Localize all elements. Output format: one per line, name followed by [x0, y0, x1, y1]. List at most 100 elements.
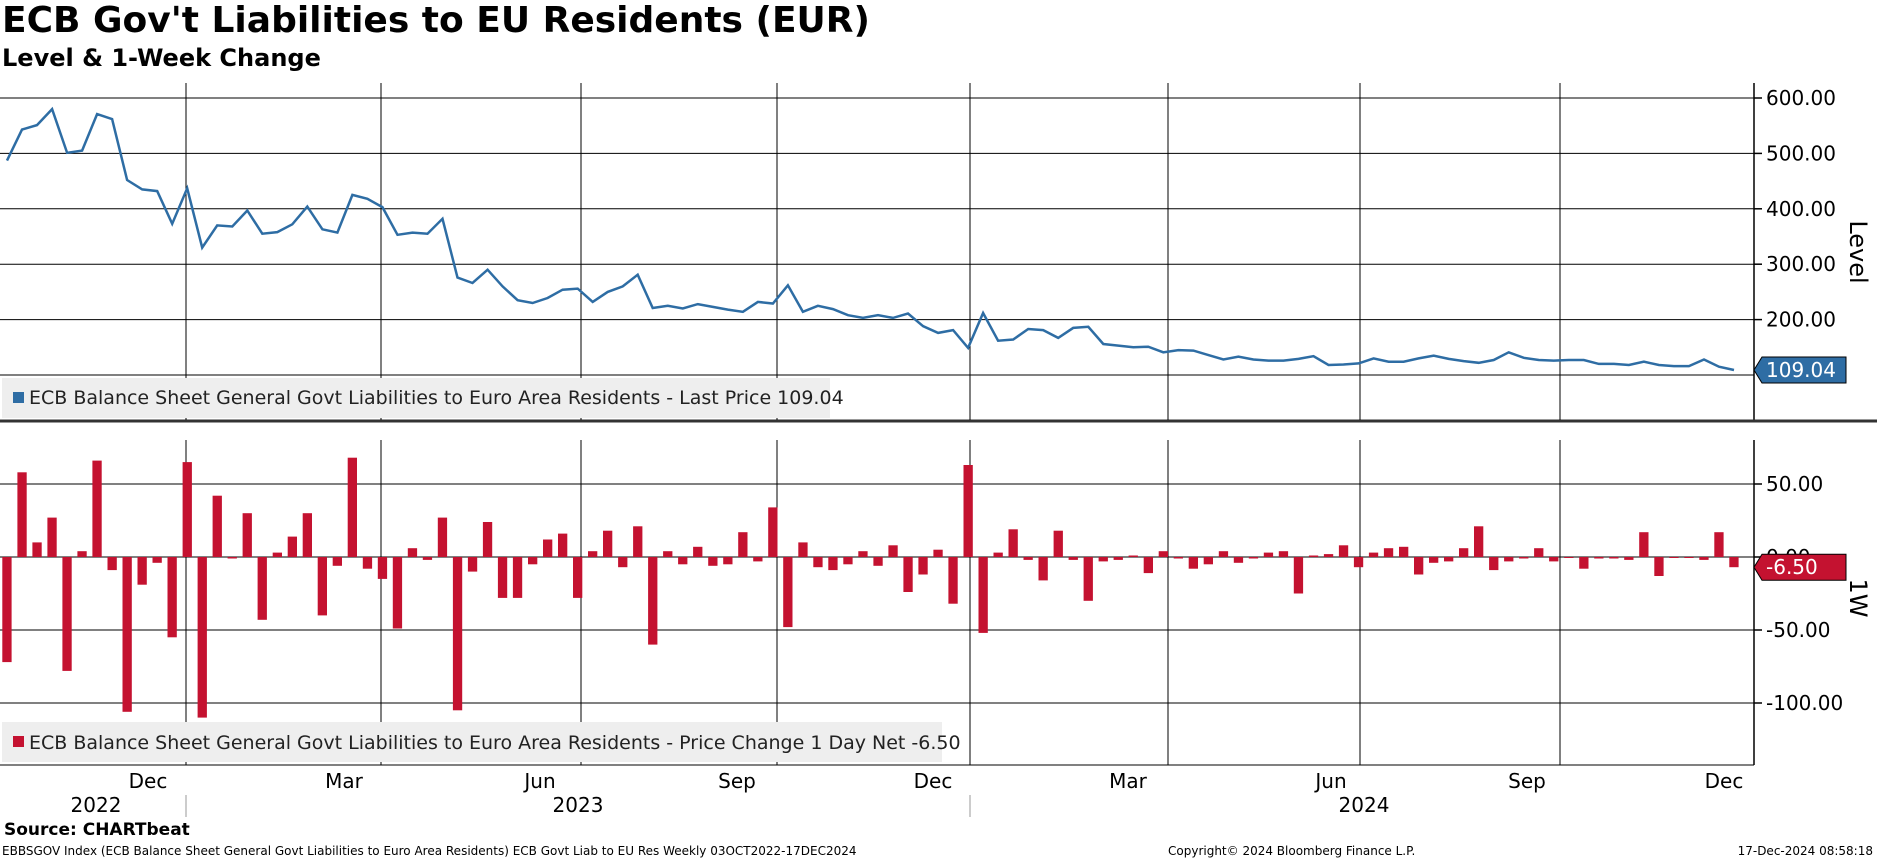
footer: Source: CHARTbeat EBBSGOV Index (ECB Bal… [2, 820, 1873, 858]
change-bar [1534, 548, 1544, 557]
change-bar [1263, 552, 1274, 557]
level-legend-bg [2, 378, 830, 418]
change-bar [47, 517, 57, 557]
change-badge-text: -6.50 [1766, 555, 1818, 579]
change-bar [753, 557, 763, 562]
top-ytick-label-2: 400.00 [1766, 197, 1836, 221]
x-year-label-1: 2023 [553, 793, 604, 817]
change-bar [738, 532, 748, 557]
level-axis-label: Level [1844, 220, 1872, 283]
change-bar [1233, 557, 1244, 563]
change-legend-bg [2, 722, 942, 762]
change-bar [377, 557, 388, 579]
change-legend: ECB Balance Sheet General Govt Liabiliti… [2, 722, 961, 762]
change-bar [182, 462, 192, 557]
change-bar [648, 557, 658, 645]
change-bar [392, 557, 403, 629]
level-last-value-badge: 109.04 [1753, 356, 1847, 384]
change-bar [1128, 555, 1138, 557]
level-badge-shape [1753, 356, 1847, 384]
level-legend-text: ECB Balance Sheet General Govt Liabiliti… [29, 387, 844, 409]
level-legend-swatch [13, 392, 24, 403]
change-bar [1594, 557, 1604, 559]
change-bar [152, 557, 162, 563]
change-bar [1158, 551, 1168, 557]
change-bar [347, 457, 357, 557]
change-bar [888, 545, 898, 557]
change-bar [167, 557, 177, 638]
change-bar [603, 530, 613, 557]
change-bar [1489, 557, 1499, 571]
change-badge-shape [1753, 553, 1847, 581]
change-bar [1519, 557, 1529, 559]
top-ytick-label-4: 200.00 [1766, 308, 1836, 332]
change-bar [768, 507, 778, 557]
timestamp: 17-Dec-2024 08:58:18 [1738, 844, 1873, 858]
change-bar [1113, 557, 1123, 560]
x-month-label-7: Sep [1508, 769, 1546, 793]
x-month-label-4: Dec [914, 769, 953, 793]
x-month-label-1: Mar [325, 769, 364, 793]
change-bar [422, 557, 433, 560]
change-bar [1429, 557, 1439, 563]
change-bar [1353, 557, 1364, 568]
change-bar [798, 542, 808, 557]
change-bar [332, 557, 342, 566]
change-bar [588, 551, 598, 557]
change-bar [723, 557, 733, 565]
change-bar [1278, 551, 1289, 557]
change-axis-label: 1W [1844, 579, 1872, 618]
source-label: Source: CHARTbeat [4, 820, 190, 840]
x-year-label-2: 2024 [1339, 793, 1390, 817]
change-bar [828, 557, 838, 571]
change-bar [1308, 555, 1319, 557]
change-bar [543, 539, 553, 557]
change-bar [407, 548, 418, 557]
x-month-label-6: Jun [1313, 769, 1346, 793]
change-bar [1654, 557, 1664, 576]
change-bar [1639, 532, 1649, 557]
change-bar [437, 517, 448, 557]
change-bar [497, 557, 508, 598]
change-bar [287, 536, 297, 557]
change-bar [512, 557, 523, 598]
top-ytick-label-1: 500.00 [1766, 141, 1836, 165]
change-bar [92, 460, 102, 557]
change-bar [1218, 551, 1229, 557]
change-bar [1729, 557, 1739, 568]
change-bar [1474, 526, 1484, 557]
change-bar [693, 546, 703, 557]
change-bar [903, 557, 913, 592]
change-bar [197, 557, 207, 718]
change-bar [1143, 557, 1153, 574]
change-bar [32, 542, 42, 557]
change-bar [678, 557, 688, 565]
change-bar [1008, 529, 1018, 557]
change-bar [1414, 557, 1424, 575]
change-bar [212, 495, 222, 557]
change-bar [1383, 548, 1394, 557]
change-bar [1083, 557, 1093, 601]
change-bar [1549, 557, 1559, 562]
change-legend-swatch [13, 736, 24, 747]
change-bar [1669, 557, 1679, 558]
x-month-label-8: Dec [1705, 769, 1744, 793]
change-bar [257, 557, 267, 620]
change-bar [302, 513, 312, 557]
change-bar [1053, 530, 1063, 557]
change-bar [272, 552, 282, 557]
change-bar [1579, 557, 1589, 569]
change-bar [122, 557, 132, 712]
bottom-ytick-label-3: -100.00 [1766, 691, 1843, 715]
change-bar [1368, 552, 1379, 557]
x-month-label-3: Sep [718, 769, 756, 793]
change-bar [858, 551, 868, 557]
change-bar [873, 557, 883, 566]
change-bar [573, 557, 583, 598]
change-bar [1459, 548, 1469, 557]
change-bar [77, 551, 87, 557]
change-bar [1248, 557, 1259, 559]
x-month-label-5: Mar [1109, 769, 1148, 793]
change-bar [663, 551, 673, 557]
